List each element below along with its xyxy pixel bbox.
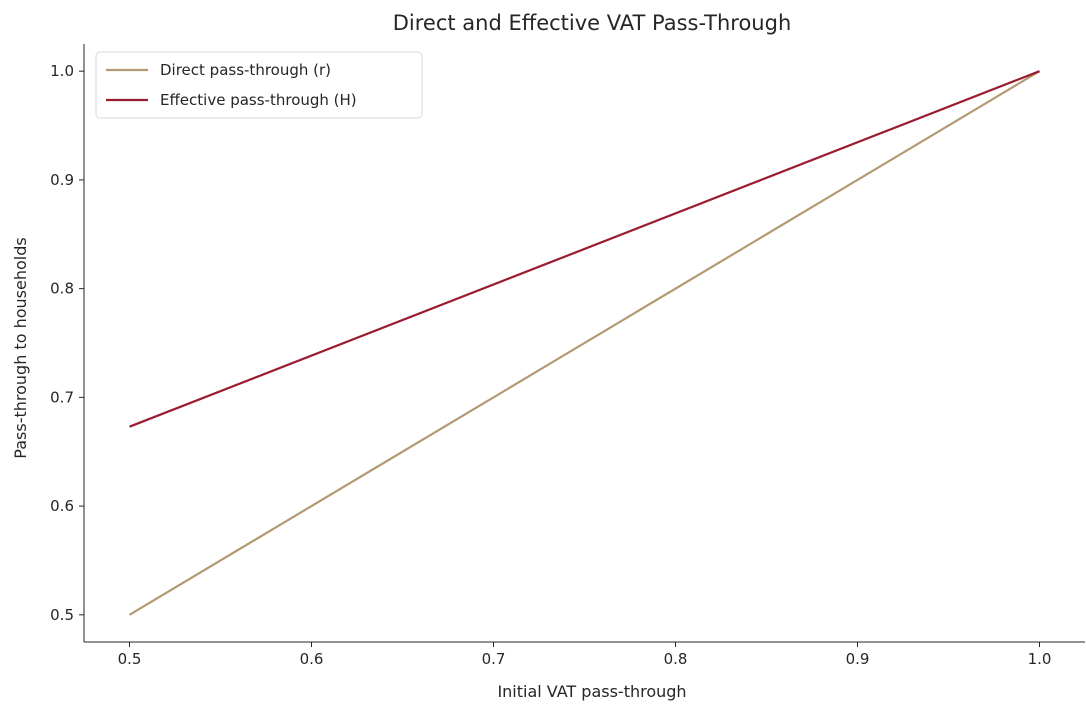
x-tick-label: 0.6 — [300, 650, 324, 668]
x-tick-label: 0.9 — [846, 650, 870, 668]
y-tick-label: 0.6 — [50, 497, 74, 515]
legend-label: Effective pass-through (H) — [160, 91, 357, 109]
legend-label: Direct pass-through (r) — [160, 61, 331, 79]
x-tick-label: 0.5 — [118, 650, 142, 668]
y-tick-label: 1.0 — [50, 62, 74, 80]
y-tick-label: 0.5 — [50, 606, 74, 624]
legend-box — [95, 51, 423, 119]
x-axis-label: Initial VAT pass-through — [497, 682, 686, 701]
x-tick-label: 1.0 — [1028, 650, 1052, 668]
y-tick-label: 0.9 — [50, 171, 74, 189]
x-tick-label: 0.7 — [482, 650, 506, 668]
chart-title: Direct and Effective VAT Pass-Through — [393, 11, 792, 35]
x-tick-label: 0.8 — [664, 650, 688, 668]
series-line-1 — [128, 70, 1041, 616]
y-axis-label: Pass-through to households — [11, 237, 30, 458]
series-line-2 — [129, 70, 1040, 428]
y-tick-label: 0.7 — [50, 388, 74, 406]
y-tick-label: 0.8 — [50, 280, 74, 298]
